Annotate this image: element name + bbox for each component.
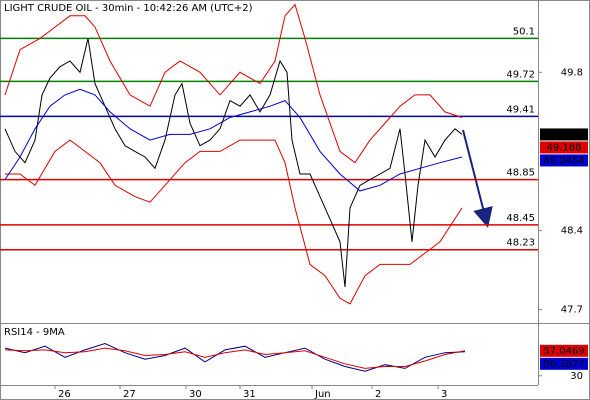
rsi-line (4, 342, 466, 372)
rsi-label: RSI14 - 9MA (4, 327, 65, 338)
level-label: 50.1 (513, 26, 535, 37)
y-tick-label: 48.4 (561, 225, 583, 236)
level-label: 48.23 (506, 238, 535, 249)
chart-title: LIGHT CRUDE OIL - 30min - 10:42:26 AM (U… (4, 3, 253, 14)
price-tag (540, 154, 588, 167)
y-tick-label: 49.8 (561, 67, 583, 78)
price-tag-label: 49.188 (547, 142, 582, 153)
rsi-tick-label: 30 (570, 371, 583, 382)
level-label: 49.41 (506, 104, 535, 115)
price-tag-label: 49.25 (550, 129, 579, 140)
rsi-line (4, 347, 466, 369)
level-label: 48.45 (506, 213, 535, 224)
series-line (4, 3, 463, 164)
price-tag (540, 357, 588, 370)
price-tag-label: 49.0454 (543, 155, 584, 166)
x-tick-label: 26 (58, 389, 71, 400)
forecast-arrow (462, 129, 493, 228)
x-tick-label: 30 (189, 389, 202, 400)
x-tick-label: 2 (375, 389, 381, 400)
series-line (5, 139, 463, 305)
series-line (4, 38, 463, 288)
price-tag-label: 57.0469 (543, 346, 584, 357)
price-tag-label: 56.1877 (543, 359, 584, 370)
x-tick-label: Jun (314, 389, 331, 400)
x-tick-label: 27 (123, 389, 136, 400)
level-label: 48.85 (506, 168, 535, 179)
series-line (4, 88, 463, 192)
y-tick-label: 47.7 (561, 305, 583, 316)
level-label: 49.72 (506, 69, 535, 80)
x-tick-label: 31 (243, 389, 256, 400)
price-tag (540, 141, 588, 154)
price-tag (540, 344, 588, 357)
price-tag (540, 128, 588, 141)
x-tick-label: 3 (441, 389, 447, 400)
